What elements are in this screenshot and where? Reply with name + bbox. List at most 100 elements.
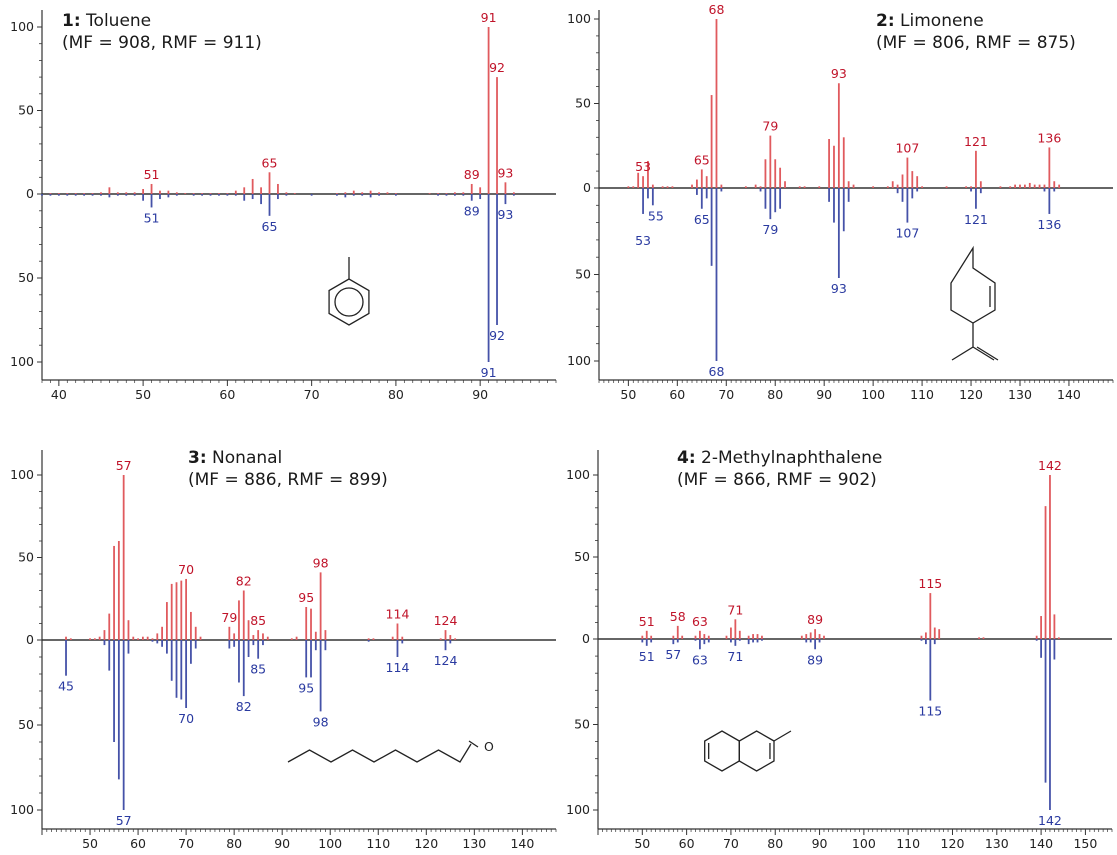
x-tick-label: 120	[941, 836, 965, 851]
peak-label-82: 82	[236, 699, 252, 714]
peak-label-95: 95	[298, 680, 314, 695]
peak-label-68: 68	[709, 2, 725, 17]
toluene-structure	[328, 278, 370, 326]
peak-label-51: 51	[639, 614, 655, 629]
x-tick-label: 130	[985, 836, 1009, 851]
peak-label-53: 53	[635, 233, 651, 248]
chart-title-methylnaphthalene: 4: 2-Methylnaphthalene (MF = 866, RMF = …	[677, 447, 882, 491]
peak-label-51: 51	[639, 649, 655, 664]
peak-label-121: 121	[964, 134, 988, 149]
peak-label-107: 107	[895, 226, 919, 241]
chart-panel-toluene: 100 50 0 50 100 40 50 60 70 80 90 51 65 89 91 92 93 51 65 8…	[0, 0, 560, 410]
peak-label-93: 93	[497, 207, 513, 222]
x-tick-label: 80	[767, 836, 783, 851]
peak-label-142: 142	[1038, 813, 1062, 828]
y-tick-label: 0	[26, 632, 34, 647]
aromatic-ring-circle	[334, 287, 364, 317]
y-tick-label: 50	[18, 103, 34, 118]
x-tick-label: 140	[510, 836, 534, 851]
x-tick-label: 140	[1029, 836, 1053, 851]
y-tick-label: 100	[10, 802, 34, 817]
x-tick-label: 80	[388, 387, 404, 402]
compound-name: Toluene	[86, 11, 152, 31]
limonene-structure	[950, 245, 999, 361]
x-tick-label: 100	[861, 387, 885, 402]
x-tick-label: 60	[130, 836, 146, 851]
peak-label-70: 70	[178, 711, 194, 726]
x-tick-label: 90	[812, 836, 828, 851]
compound-number: 1:	[62, 11, 81, 31]
x-tick-label: 60	[669, 387, 685, 402]
compound-number: 3:	[188, 448, 207, 468]
x-tick-label: 50	[135, 387, 151, 402]
y-tick-label: 0	[583, 180, 591, 195]
y-tick-label: 100	[567, 353, 591, 368]
x-tick-label: 50	[634, 836, 650, 851]
peak-label-79: 79	[221, 610, 237, 625]
peak-label-51: 51	[144, 167, 160, 182]
peak-label-93: 93	[831, 66, 847, 81]
peak-label-95: 95	[298, 590, 314, 605]
x-tick-label: 130	[462, 836, 486, 851]
y-tick-label: 50	[18, 550, 34, 565]
peak-label-85: 85	[250, 662, 266, 677]
peak-label-57: 57	[116, 458, 132, 473]
chart-panel-limonene: 100 50 0 50 100 50 60 70 80 90 100 110 120 130 140 53 65…	[560, 0, 1117, 410]
naphthalene-ring-left	[704, 730, 740, 772]
peak-label-89: 89	[464, 204, 480, 219]
peak-label-98: 98	[313, 555, 329, 570]
match-factors: (MF = 866, RMF = 902)	[677, 470, 877, 490]
peak-label-124: 124	[434, 613, 458, 628]
x-tick-label: 120	[959, 387, 983, 402]
match-factors: (MF = 908, RMF = 911)	[62, 33, 262, 53]
peak-label-114: 114	[386, 660, 410, 675]
peak-label-63: 63	[692, 614, 708, 629]
spectrum-chart-limonene: 100 50 0 50 100 50 60 70 80 90 100 110 120 130 140 53 65…	[567, 2, 1114, 402]
peak-label-51: 51	[144, 210, 160, 225]
peak-label-114: 114	[386, 607, 410, 622]
y-tick-label: 100	[10, 19, 34, 34]
x-tick-label: 120	[414, 836, 438, 851]
peak-label-89: 89	[807, 612, 823, 627]
peak-label-92: 92	[489, 328, 505, 343]
chart-title-nonanal: 3: Nonanal (MF = 886, RMF = 899)	[188, 447, 388, 491]
spectrum-chart-methylnaphthalene: 100 50 0 50 100 50 60 70 80 90 100 110 120 130 140 150 5…	[566, 450, 1113, 851]
compound-name: Limonene	[900, 11, 984, 31]
peak-label-136: 136	[1037, 130, 1061, 145]
peak-label-115: 115	[918, 576, 942, 591]
x-tick-label: 60	[219, 387, 235, 402]
methylnaphthalene-structure	[704, 730, 792, 772]
x-tick-label: 100	[318, 836, 342, 851]
y-tick-label: 50	[18, 270, 34, 285]
chart-panel-nonanal: 100 50 0 50 100 50 60 70 80 90 100 110 120 130 140 57 70…	[0, 440, 560, 855]
peak-label-57: 57	[116, 813, 132, 828]
peak-label-65: 65	[262, 155, 278, 170]
peak-label-53: 53	[635, 159, 651, 174]
y-tick-label: 100	[10, 467, 34, 482]
peak-label-45: 45	[58, 679, 74, 694]
peak-label-107: 107	[895, 141, 919, 156]
x-tick-label: 70	[723, 836, 739, 851]
y-tick-label: 0	[582, 631, 590, 646]
peak-label-91: 91	[481, 365, 497, 380]
peak-label-93: 93	[497, 165, 513, 180]
y-tick-label: 50	[18, 717, 34, 732]
x-tick-label: 80	[226, 836, 242, 851]
peak-label-93: 93	[831, 281, 847, 296]
x-tick-label: 40	[51, 387, 67, 402]
peak-label-65: 65	[694, 212, 710, 227]
peak-label-92: 92	[489, 60, 505, 75]
peak-label-55: 55	[648, 208, 664, 223]
compound-name: 2-Methylnaphthalene	[701, 448, 883, 468]
y-tick-label: 0	[26, 186, 34, 201]
x-tick-label: 110	[896, 836, 920, 851]
x-tick-label: 50	[82, 836, 98, 851]
peak-label-115: 115	[918, 704, 942, 719]
x-tick-label: 90	[472, 387, 488, 402]
x-tick-label: 110	[366, 836, 390, 851]
peak-label-65: 65	[262, 219, 278, 234]
chart-panel-methylnaphthalene: 100 50 0 50 100 50 60 70 80 90 100 110 120 130 140 150 5…	[560, 440, 1117, 855]
spectrum-chart-nonanal: 100 50 0 50 100 50 60 70 80 90 100 110 120 130 140 57 70…	[10, 450, 557, 851]
peak-label-121: 121	[964, 212, 988, 227]
x-tick-label: 70	[178, 836, 194, 851]
